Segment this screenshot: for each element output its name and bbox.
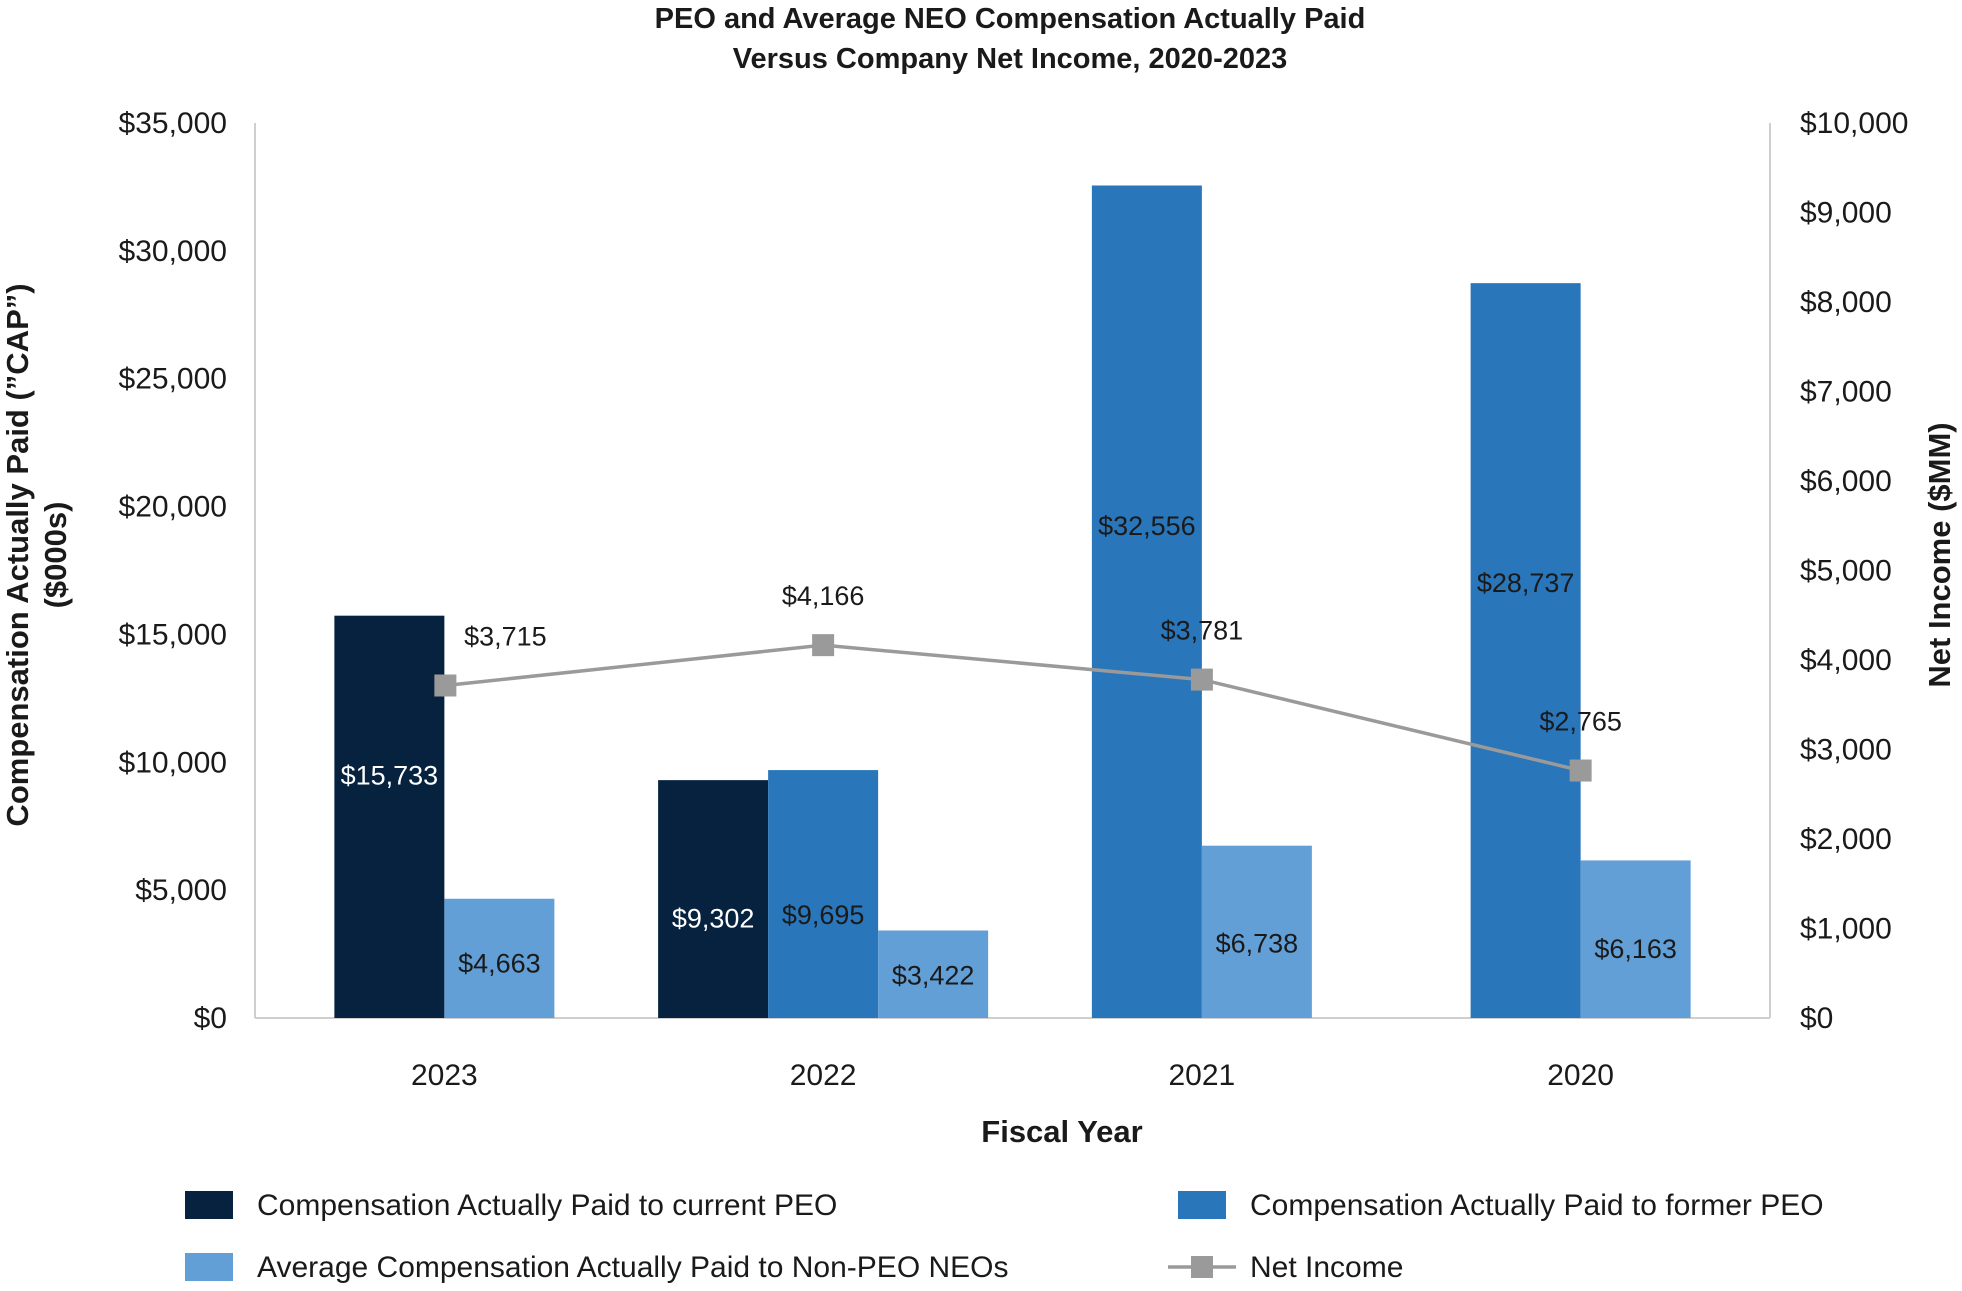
bar-non-peo-neo-2020 (1580, 860, 1691, 1018)
y-axis-title-line-1: Compensation Actually Paid (”CAP”) (0, 283, 35, 826)
y2-tick-label: $0 (1800, 1002, 1833, 1035)
legend-swatch-compensation-actually-paid-to-former-peo (1178, 1191, 1226, 1219)
y2-axis-title: Net Income ($MM) (1922, 422, 1957, 687)
y2-tick-label: $6,000 (1800, 465, 1892, 498)
x-tick-label: 2021 (1169, 1059, 1236, 1092)
y-tick-label: $5,000 (135, 874, 227, 907)
bars: $15,733 $4,663 $9,302 $9,695 $3,422 $32,556 $6… (334, 185, 1691, 1018)
net-income-marker-2022 (812, 634, 835, 657)
y2-tick-label: $9,000 (1800, 197, 1892, 230)
bar-non-peo-neo-2023 (444, 898, 555, 1018)
legend-swatch-average-compensation-actually-paid-to-non-peo-neos (185, 1253, 233, 1281)
legend-label-net-income: Net Income (1250, 1251, 1403, 1284)
bar-label-non-peo-neo-2022: $3,422 (892, 961, 975, 991)
bar-non-peo-neo-2021 (1201, 845, 1312, 1018)
bar-label-current-peo-2023: $15,733 (341, 761, 439, 791)
y2-tick-label: $10,000 (1800, 107, 1908, 140)
bar-current-peo-2022 (658, 780, 769, 1018)
bar-former-peo-2020 (1470, 283, 1581, 1018)
bar-label-former-peo-2021: $32,556 (1098, 511, 1196, 541)
y2-tick-label: $5,000 (1800, 555, 1892, 588)
chart-title-line-2: Versus Company Net Income, 2020-2023 (733, 43, 1287, 75)
net-income-marker-2023 (434, 674, 457, 697)
y-tick-label: $10,000 (119, 746, 227, 779)
y2-tick-label: $7,000 (1800, 376, 1892, 409)
chart-title-line-1: PEO and Average NEO Compensation Actuall… (655, 3, 1366, 35)
x-axis-ticks: 2023 2022 2021 2020 (411, 1059, 1614, 1092)
legend-label-compensation-actually-paid-to-former-peo: Compensation Actually Paid to former PEO (1250, 1189, 1824, 1222)
legend-label-compensation-actually-paid-to-current-peo: Compensation Actually Paid to current PE… (257, 1189, 837, 1222)
y2-tick-label: $2,000 (1800, 823, 1892, 856)
bar-former-peo-2021 (1091, 185, 1202, 1018)
legend-swatch-compensation-actually-paid-to-current-peo (185, 1191, 233, 1219)
net-income-line: $3,715 $4,166 $3,781 $2,765 (434, 581, 1622, 782)
net-income-label-2022: $4,166 (782, 581, 865, 611)
bar-non-peo-neo-2022 (878, 930, 989, 1018)
y2-tick-label: $4,000 (1800, 644, 1892, 677)
x-axis-title: Fiscal Year (981, 1114, 1142, 1149)
x-tick-label: 2022 (790, 1059, 857, 1092)
bar-label-non-peo-neo-2021: $6,738 (1216, 929, 1299, 959)
net-income-label-2021: $3,781 (1161, 616, 1244, 646)
y-tick-label: $15,000 (119, 618, 227, 651)
net-income-marker-2021 (1190, 668, 1213, 691)
y-tick-label: $30,000 (119, 235, 227, 268)
y-tick-label: $25,000 (119, 363, 227, 396)
net-income-marker-2020 (1569, 759, 1592, 782)
bar-current-peo-2023 (334, 615, 445, 1018)
legend: Compensation Actually Paid to current PE… (185, 1189, 1824, 1284)
legend-marker-net-income (1191, 1256, 1213, 1278)
y-axis-title-line-2: ($000s) (38, 502, 73, 609)
right-axis-ticks: $0 $1,000 $2,000 $3,000 $4,000 $5,000 $6,000 $7… (1800, 107, 1908, 1035)
y-tick-label: $35,000 (119, 107, 227, 140)
net-income-label-2020: $2,765 (1539, 707, 1622, 737)
x-tick-label: 2020 (1547, 1059, 1614, 1092)
bar-label-non-peo-neo-2020: $6,163 (1594, 934, 1677, 964)
bar-former-peo-2022 (768, 770, 879, 1018)
legend-label-average-compensation-actually-paid-to-non-peo-neos: Average Compensation Actually Paid to No… (257, 1251, 1009, 1284)
x-tick-label: 2023 (411, 1059, 478, 1092)
bar-label-former-peo-2020: $28,737 (1477, 568, 1575, 598)
y-tick-label: $20,000 (119, 491, 227, 524)
y2-tick-label: $8,000 (1800, 286, 1892, 319)
net-income-polyline (445, 643, 1582, 773)
y-tick-label: $0 (194, 1002, 227, 1035)
bar-label-current-peo-2022: $9,302 (672, 904, 755, 934)
bar-label-former-peo-2022: $9,695 (782, 900, 865, 930)
y2-tick-label: $1,000 (1800, 913, 1892, 946)
left-axis-ticks: $0 $5,000 $10,000 $15,000 $20,000 $25,000 $30,… (119, 107, 227, 1035)
y2-tick-label: $3,000 (1800, 734, 1892, 767)
net-income-label-2023: $3,715 (464, 622, 547, 652)
bar-label-non-peo-neo-2023: $4,663 (458, 949, 541, 979)
